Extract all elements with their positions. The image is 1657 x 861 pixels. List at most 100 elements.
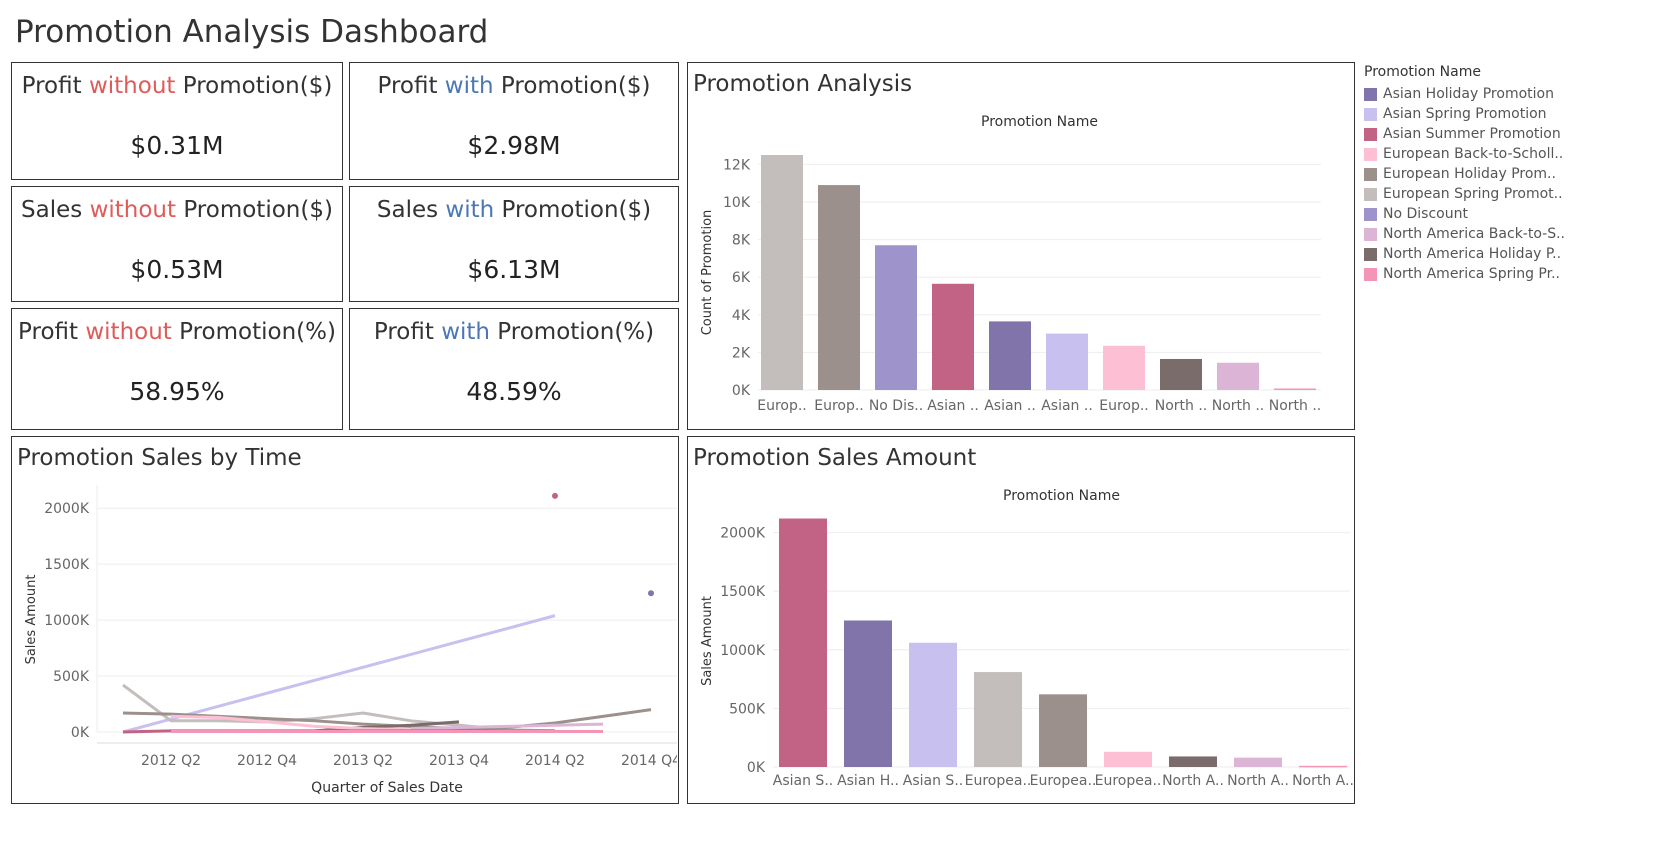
bar[interactable] [1160,358,1202,390]
kpi-card-profit-with-usd[interactable]: Profit with Promotion($) $2.98M [349,62,679,180]
x-tick-label: Asian S.. [773,773,833,789]
legend-label: Asian Spring Promotion [1383,106,1547,122]
kpi-card-sales-with-usd[interactable]: Sales with Promotion($) $6.13M [349,186,679,302]
bar[interactable] [932,283,974,390]
promotion-analysis-chart[interactable]: Promotion Name 0K 2K 4K 6K 8K 10K 12K Count of P… [688,63,1353,428]
bar[interactable] [989,321,1031,390]
y-tick-label: 0K [71,725,90,741]
legend-item[interactable]: North America Back-to-S.. [1364,224,1654,244]
x-tick-label: Europea.. [1095,773,1162,789]
legend-swatch [1364,107,1377,121]
series-line[interactable] [314,720,460,733]
legend-item[interactable]: European Back-to-Scholl.. [1364,144,1654,164]
bar[interactable] [1104,751,1152,767]
bar[interactable] [1039,694,1087,767]
x-tick-label: 2013 Q4 [429,753,489,769]
bar[interactable] [1169,756,1217,767]
bar[interactable] [818,185,860,390]
x-tick-label: Asian H.. [837,773,899,789]
legend-item[interactable]: No Discount [1364,204,1654,224]
panel-title: Promotion Sales Amount [693,445,977,471]
legend-swatch [1364,187,1377,201]
kpi-card-profit-with-pct[interactable]: Profit with Promotion(%) 48.59% [349,308,679,430]
legend-item[interactable]: North America Spring Pr.. [1364,264,1654,284]
y-tick-label: 2K [732,345,751,361]
legend-item[interactable]: Asian Spring Promotion [1364,104,1654,124]
bar[interactable] [1046,333,1088,390]
legend-swatch [1364,167,1377,181]
x-tick-label: Europea.. [1030,773,1097,789]
data-point[interactable] [648,590,654,597]
bar[interactable] [1299,765,1347,768]
promotion-legend[interactable]: Promotion Name Asian Holiday Promotion As… [1364,64,1654,284]
promotion-sales-by-time-chart[interactable]: 0K 500K 1000K 1500K 2000K Sales Amount 2012 Q2… [12,437,677,802]
bar[interactable] [1103,345,1145,390]
bar[interactable] [779,518,827,767]
legend-label: North America Spring Pr.. [1383,266,1561,282]
x-tick-label: Europ.. [814,398,864,414]
legend-item[interactable]: North America Holiday P.. [1364,244,1654,264]
legend-label: North America Holiday P.. [1383,246,1562,262]
y-tick-label: 4K [732,308,751,324]
y-axis-label: Count of Promotion [700,210,715,336]
kpi-card-sales-without-usd[interactable]: Sales without Promotion($) $0.53M [11,186,343,302]
legend-item[interactable]: Asian Summer Promotion [1364,124,1654,144]
kpi-value: 58.95% [129,377,225,406]
kpi-heading: Sales with Promotion($) [376,197,652,223]
x-tick-label: Asian .. [984,398,1036,414]
x-axis-label: Quarter of Sales Date [311,780,463,796]
x-tick-label: 2013 Q2 [333,753,393,769]
kpi-card-profit-without-pct[interactable]: Profit without Promotion(%) 58.95% [11,308,343,430]
y-tick-label: 1000K [720,643,766,659]
promotion-analysis-panel: Promotion Analysis Promotion Name 0K 2K 4K 6… [687,62,1355,430]
series-line[interactable] [122,683,556,733]
legend-label: European Spring Promot.. [1383,186,1563,202]
kpi-heading: Profit with Promotion(%) [373,319,655,345]
promotion-sales-amount-panel: Promotion Sales Amount Promotion Name 0K 5… [687,436,1355,804]
data-point[interactable] [552,492,558,499]
series-line[interactable] [122,614,556,734]
bar[interactable] [875,245,917,390]
kpi-heading: Profit without Promotion(%) [18,319,336,345]
y-tick-label: 1500K [720,584,766,600]
kpi-value: $2.98M [467,131,561,160]
panel-title: Promotion Analysis [693,71,913,97]
kpi-heading: Sales without Promotion($) [21,197,333,223]
y-tick-label: 500K [729,701,766,717]
x-tick-label: 2012 Q4 [237,753,297,769]
legend-label: Asian Summer Promotion [1383,126,1561,142]
x-tick-label: Europ.. [757,398,807,414]
kpi-value: $0.31M [130,131,224,160]
promotion-sales-amount-chart[interactable]: Promotion Name 0K 500K 1000K 1500K 2000K Sales… [688,437,1353,802]
x-tick-label: Asian S.. [903,773,963,789]
legend-label: European Back-to-Scholl.. [1383,146,1564,162]
legend-label: European Holiday Prom.. [1383,166,1556,182]
x-tick-label: Europ.. [1099,398,1149,414]
x-tick-label: 2014 Q4 [621,753,677,769]
x-tick-label: 2014 Q2 [525,753,585,769]
y-tick-label: 10K [723,195,751,211]
legend-label: North America Back-to-S.. [1383,226,1565,242]
bar[interactable] [1234,757,1282,767]
y-tick-label: 0K [732,383,751,399]
y-tick-label: 2000K [720,526,766,542]
bar[interactable] [974,672,1022,767]
x-tick-label: 2012 Q2 [141,753,201,769]
bar[interactable] [844,620,892,767]
legend-swatch [1364,267,1377,281]
series-line[interactable] [410,722,604,731]
kpi-card-profit-without-usd[interactable]: Profit without Promotion($) $0.31M [11,62,343,180]
x-tick-label: North A.. [1227,773,1289,789]
bar[interactable] [909,642,957,767]
y-tick-label: 500K [53,669,90,685]
bar[interactable] [1274,388,1316,390]
bar[interactable] [1217,362,1259,390]
legend-item[interactable]: European Holiday Prom.. [1364,164,1654,184]
legend-item[interactable]: European Spring Promot.. [1364,184,1654,204]
x-tick-label: No Dis.. [869,398,923,414]
legend-label: Asian Holiday Promotion [1383,86,1554,102]
x-tick-label: North .. [1212,398,1265,414]
legend-item[interactable]: Asian Holiday Promotion [1364,84,1654,104]
bar[interactable] [761,155,803,390]
kpi-heading: Profit with Promotion($) [377,73,651,99]
